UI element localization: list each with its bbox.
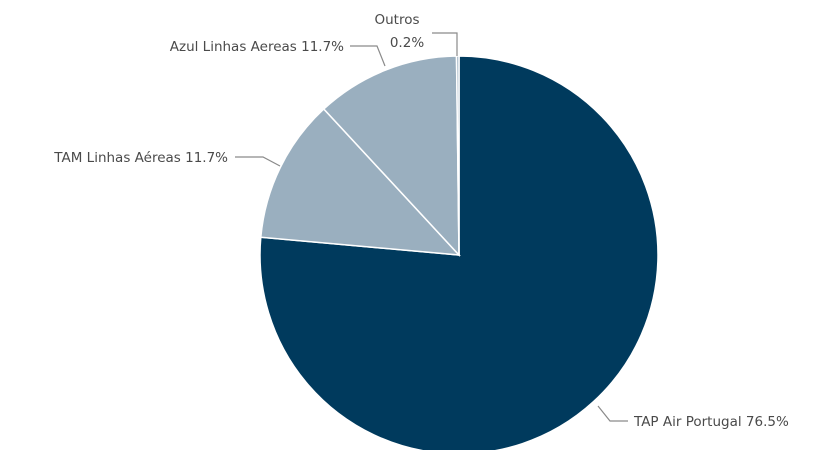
leader-line: [597, 405, 628, 422]
pie-slice-azul-linhas-aereas[interactable]: [322, 55, 460, 257]
leader-line: [432, 32, 458, 56]
pie-slices: [259, 55, 659, 450]
slice-data-label: TAP Air Portugal 76.5%: [633, 414, 789, 430]
pie-slice-outros[interactable]: [455, 55, 460, 256]
slice-data-label: Azul Linhas Aereas 11.7%: [170, 39, 344, 55]
data-labels: TAP Air Portugal 76.5% TAM Linhas Aéreas …: [53, 12, 789, 430]
leader-line: [235, 156, 281, 167]
leader-line: [350, 45, 386, 67]
leader-lines: [235, 32, 628, 422]
slice-data-label: Outros: [374, 12, 419, 28]
slice-data-label: TAM Linhas Aéreas 11.7%: [53, 150, 228, 166]
pie-slice-tam-linhas-a-reas[interactable]: [259, 107, 461, 256]
slice-data-label: 0.2%: [390, 35, 424, 51]
